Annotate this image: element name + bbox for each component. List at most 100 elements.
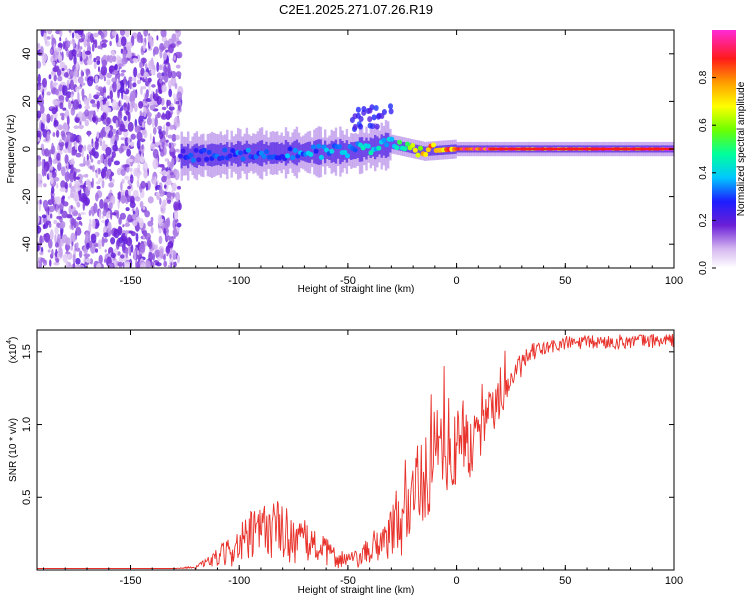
noise-blob — [137, 79, 141, 85]
noise-blob — [165, 232, 169, 237]
noise-blob — [152, 148, 159, 159]
band-blob — [431, 142, 436, 148]
noise-blob — [145, 259, 149, 268]
noise-blob — [44, 148, 50, 157]
noise-blob — [58, 54, 63, 62]
noise-blob — [89, 223, 92, 227]
noise-blob — [93, 61, 97, 70]
noise-blob — [168, 88, 173, 98]
noise-blob — [134, 92, 137, 99]
noise-blob — [105, 144, 108, 148]
noise-blob — [46, 130, 50, 141]
noise-blob — [166, 170, 172, 181]
band-haze — [321, 144, 325, 160]
noise-blob — [136, 139, 141, 150]
noise-blob — [168, 44, 174, 54]
noise-blob — [148, 251, 153, 263]
noise-blob — [109, 40, 112, 47]
branch-blob — [352, 123, 358, 130]
noise-blob — [73, 183, 80, 189]
noise-blob — [143, 169, 148, 179]
noise-blob — [116, 72, 121, 80]
y-tick-label: -40 — [21, 236, 33, 252]
noise-blob — [68, 30, 72, 33]
noise-blob — [52, 158, 58, 164]
noise-blob — [81, 88, 85, 98]
colorbar-tick-label: 0.0 — [698, 261, 709, 275]
noise-blob — [64, 171, 71, 182]
snr-ylabel: SNR (10 * v/v) — [8, 418, 19, 482]
noise-blob — [163, 227, 166, 234]
noise-blob — [147, 220, 154, 227]
noise-blob — [136, 179, 140, 188]
noise-blob — [142, 57, 145, 67]
noise-blob — [59, 187, 67, 192]
noise-blob — [175, 64, 181, 69]
noise-blob — [73, 194, 79, 202]
noise-blob — [154, 176, 157, 187]
noise-blob — [121, 69, 126, 73]
noise-blob — [108, 55, 114, 64]
noise-blob — [102, 112, 107, 120]
noise-blob — [66, 162, 69, 173]
noise-blob — [89, 33, 94, 44]
noise-blob — [169, 253, 172, 260]
noise-blob — [119, 243, 123, 247]
noise-blob — [158, 189, 165, 197]
colorbar-gradient — [712, 30, 736, 268]
noise-blob — [140, 86, 143, 96]
noise-blob — [113, 69, 118, 75]
noise-blob — [166, 217, 171, 228]
noise-blob — [61, 166, 66, 177]
noise-blob — [141, 144, 144, 150]
noise-blob — [165, 139, 169, 143]
noise-blob — [101, 215, 105, 219]
noise-blob — [53, 43, 56, 52]
noise-blob — [124, 175, 130, 180]
noise-blob — [167, 159, 170, 169]
noise-blob — [81, 147, 84, 158]
noise-blob — [113, 228, 120, 239]
band-blob — [316, 143, 322, 149]
noise-blob — [95, 84, 99, 91]
noise-blob — [64, 72, 69, 78]
noise-blob — [73, 54, 77, 65]
noise-blob — [69, 171, 75, 183]
noise-blob — [111, 77, 117, 83]
band-haze — [263, 144, 266, 163]
band-blob — [324, 147, 330, 153]
noise-blob — [150, 69, 156, 75]
spectrogram-ylabel: Frequency (Hz) — [6, 115, 17, 184]
noise-blob — [123, 115, 127, 122]
spectrogram-panel: -150 -100 -50 0 50 100 -40 -20 0 20 40 Height of … — [6, 29, 683, 295]
band-haze — [430, 146, 433, 156]
noise-blob — [140, 67, 145, 77]
noise-blob — [74, 77, 78, 84]
band-blob — [204, 156, 210, 162]
noise-blob — [99, 140, 103, 147]
band-haze — [287, 142, 290, 164]
noise-blob — [164, 175, 167, 182]
noise-blob — [37, 137, 41, 142]
noise-blob — [121, 178, 125, 184]
noise-blob — [55, 258, 60, 263]
noise-blob — [133, 249, 137, 261]
noise-blob — [120, 36, 127, 47]
noise-blob — [49, 165, 54, 171]
band-haze — [289, 144, 292, 161]
noise-blob — [55, 129, 60, 138]
noise-blob — [169, 124, 175, 130]
noise-blob — [61, 210, 68, 219]
noise-blob — [116, 167, 122, 176]
noise-blob — [134, 103, 138, 113]
band-blob — [415, 152, 421, 158]
y-tick-label: 1.0 — [21, 417, 33, 432]
noise-blob — [96, 100, 100, 110]
spectrogram-xlabel: Height of straight line (km) — [298, 284, 415, 295]
noise-blob — [103, 92, 107, 99]
branch-blob — [373, 105, 379, 111]
noise-blob — [147, 196, 154, 204]
noise-blob — [78, 220, 82, 225]
noise-blob — [113, 160, 120, 166]
noise-blob — [114, 63, 118, 71]
